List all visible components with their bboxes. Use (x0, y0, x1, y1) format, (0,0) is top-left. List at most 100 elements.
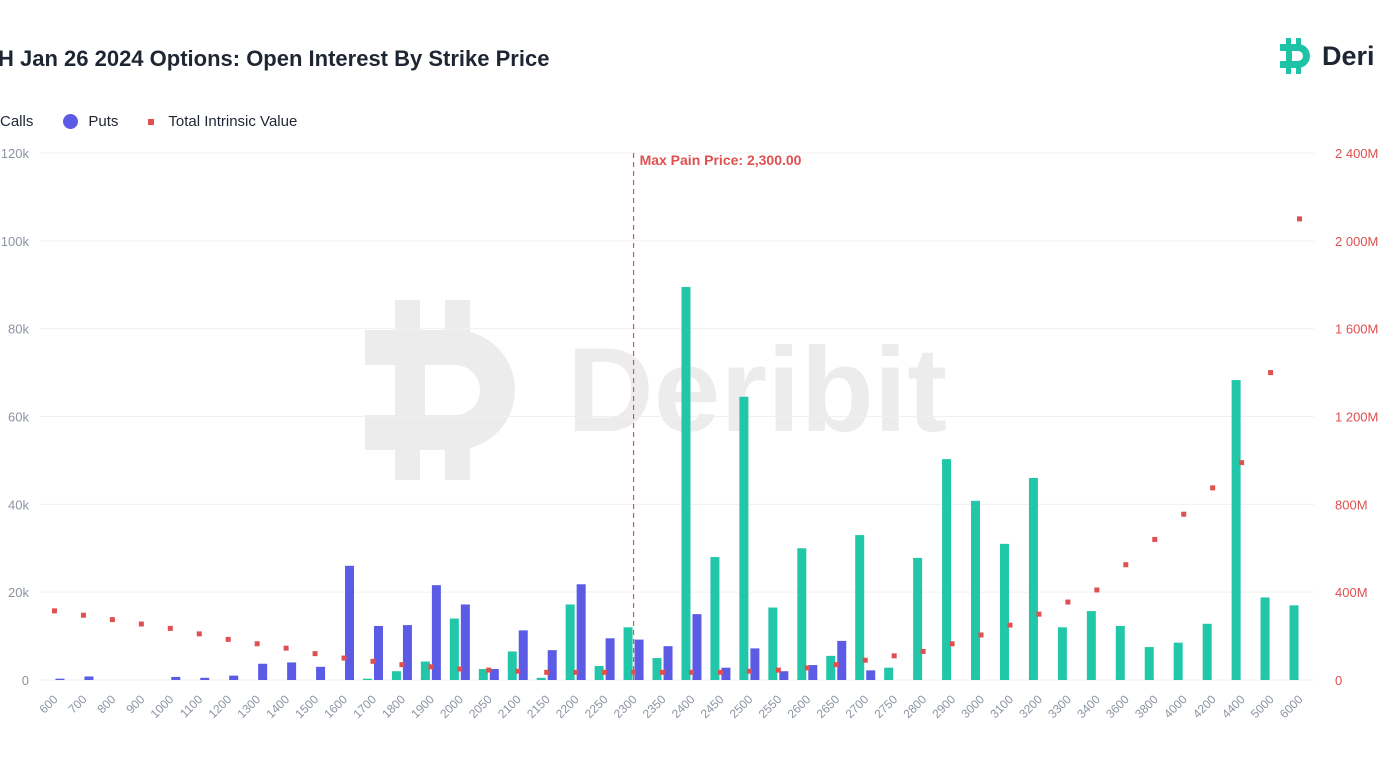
puts-bar (460, 604, 470, 680)
x-axis-tick-label: 2650 (814, 692, 843, 721)
x-axis-tick-label: 4200 (1190, 692, 1219, 721)
calls-bar (362, 678, 372, 680)
tiv-point (254, 641, 260, 647)
calls-bar (1144, 647, 1154, 680)
calls-bar (478, 669, 488, 680)
deribit-logo: Deri (1276, 36, 1375, 76)
legend-tiv-label: Total Intrinsic Value (168, 113, 298, 130)
chart-title: H Jan 26 2024 Options: Open Interest By … (0, 46, 550, 71)
x-axis-tick-label: 2500 (727, 692, 756, 721)
x-axis-tick-label: 3600 (1103, 692, 1132, 721)
tiv-point (978, 632, 984, 638)
tiv-point (1268, 370, 1274, 376)
calls-bar (391, 671, 401, 680)
x-axis-tick-label: 3200 (1016, 692, 1045, 721)
puts-bar (431, 585, 441, 680)
calls-bar (884, 667, 894, 680)
puts-bar (576, 584, 586, 680)
calls-bar (652, 658, 662, 680)
puts-swatch-icon (63, 114, 79, 129)
tiv-point (1036, 611, 1042, 617)
tiv-point (746, 668, 752, 674)
left-axis-tick-label: 120k (1, 146, 30, 161)
puts-bar (402, 625, 412, 680)
x-axis-tick-label: 2050 (466, 692, 495, 721)
puts-bar (750, 648, 760, 680)
tiv-point (370, 658, 376, 664)
legend-item-puts[interactable]: Puts (63, 113, 118, 130)
x-axis-tick-label: 1200 (206, 692, 235, 721)
tiv-swatch-icon (148, 118, 155, 125)
tiv-point (717, 669, 723, 675)
x-axis-tick-label: 5000 (1248, 692, 1277, 721)
calls-bar (1260, 597, 1270, 680)
puts-bar (258, 663, 268, 680)
x-axis-tick-label: 2750 (871, 692, 900, 721)
x-axis-tick-label: 1100 (177, 692, 205, 720)
deribit-logo-text: Deri (1322, 40, 1375, 71)
tiv-point (804, 665, 810, 671)
calls-bar (1086, 611, 1096, 680)
x-axis-tick-label: 900 (123, 692, 147, 716)
x-axis-tick-label: 2300 (611, 692, 640, 721)
x-axis-tick-label: 4400 (1219, 692, 1248, 721)
x-axis-tick-label: 1900 (408, 692, 437, 721)
calls-bar (1173, 642, 1183, 680)
puts-bar (373, 625, 383, 680)
chart-legend: Calls Puts Total Intrinsic Value (0, 113, 327, 130)
puts-bar (605, 638, 615, 680)
calls-bar (1057, 627, 1067, 680)
x-axis-tick-label: 2400 (669, 692, 698, 721)
puts-bar (316, 666, 326, 680)
calls-bar (594, 665, 604, 680)
tiv-point (312, 651, 318, 657)
x-axis-tick-label: 2100 (495, 692, 524, 721)
legend-item-tiv[interactable]: Total Intrinsic Value (148, 113, 297, 130)
puts-bar (518, 630, 528, 680)
calls-bar (681, 286, 691, 680)
right-axis-tick-label: 0 (1335, 673, 1342, 688)
tiv-point (138, 621, 144, 627)
tiv-point (1210, 485, 1216, 491)
calls-bar (826, 655, 836, 680)
x-axis-tick-label: 1500 (292, 692, 321, 721)
tiv-point (602, 669, 608, 675)
legend-item-calls[interactable]: Calls (0, 113, 33, 130)
tiv-point (399, 662, 405, 668)
right-axis-tick-label: 2 400M (1335, 146, 1378, 161)
calls-bar (1028, 477, 1038, 680)
x-axis-tick-label: 3100 (987, 692, 1016, 721)
calls-bar (1115, 625, 1125, 680)
x-axis-tick-label: 2150 (524, 692, 553, 721)
tiv-point (920, 648, 926, 654)
x-axis-tick-label: 2700 (843, 692, 872, 721)
x-axis-tick-label: 1800 (379, 692, 408, 721)
puts-bar (866, 670, 876, 680)
calls-bar (1202, 623, 1212, 680)
x-axis-tick-label: 2600 (785, 692, 814, 721)
puts-bar (779, 671, 789, 680)
puts-bar (721, 667, 731, 680)
calls-bar (536, 677, 546, 680)
x-axis-tick-label: 4000 (1161, 692, 1190, 721)
tiv-point (283, 645, 289, 651)
tiv-point (196, 631, 202, 637)
x-axis-tick-label: 1400 (263, 692, 292, 721)
calls-bar (449, 618, 459, 680)
legend-puts-label: Puts (88, 113, 119, 130)
calls-bar (913, 557, 923, 680)
right-axis-tick-label: 800M (1335, 497, 1368, 512)
tiv-point (1181, 511, 1187, 517)
left-axis-tick-label: 80k (8, 322, 29, 337)
left-axis-tick-label: 40k (8, 497, 29, 512)
tiv-point (775, 667, 781, 673)
puts-bar (200, 677, 210, 680)
x-axis-tick-label: 3300 (1045, 692, 1074, 721)
puts-bar (692, 614, 702, 680)
puts-bar (55, 678, 65, 680)
left-axis-tick-label: 100k (1, 234, 30, 249)
right-axis-tick-label: 1 600M (1335, 322, 1378, 337)
max-pain-label: Max Pain Price: 2,300.00 (640, 152, 802, 168)
tiv-point (515, 668, 521, 674)
